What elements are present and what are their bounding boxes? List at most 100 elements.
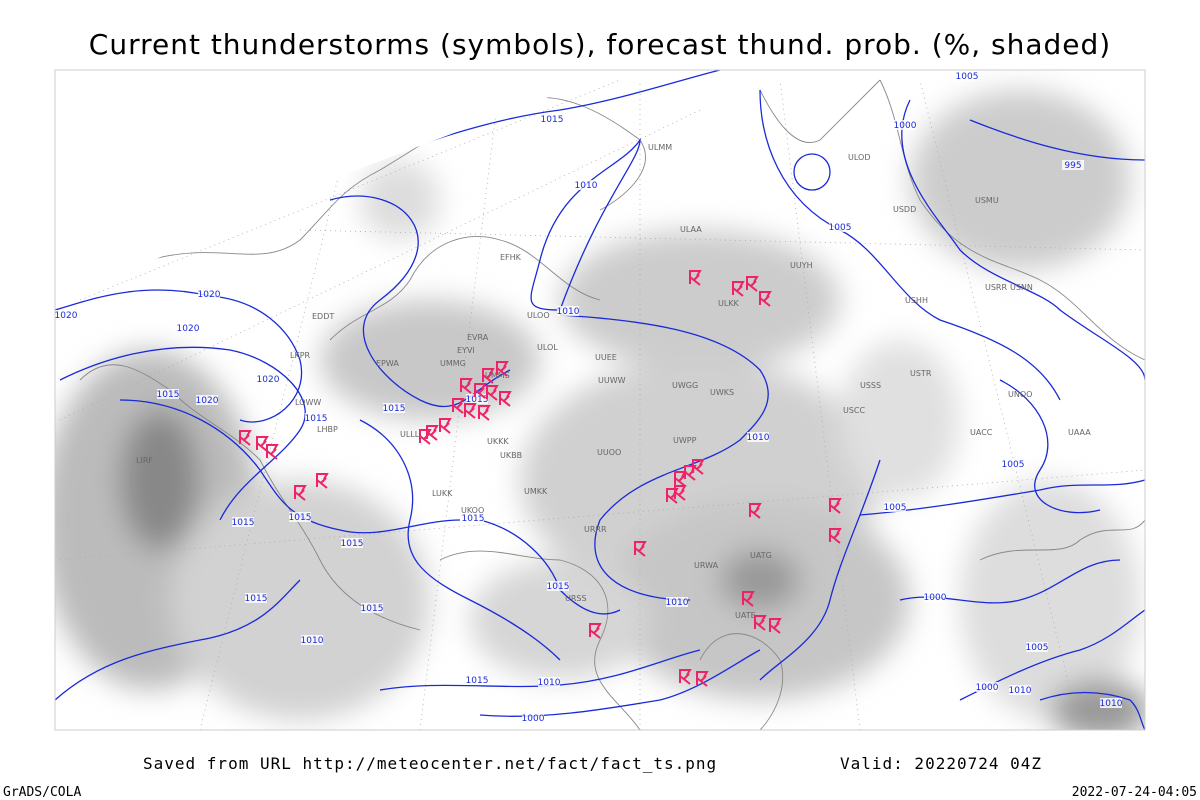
map-area: 1015 1015 1010 1005 1000 995 1005 1020 1020 1020 1…	[55, 70, 1145, 730]
thunderstorm-symbol	[452, 398, 465, 414]
isobar-label: 1020	[177, 324, 200, 334]
isobar-label: 1015	[547, 582, 570, 592]
isobar-label-bg	[1009, 685, 1031, 695]
station-label: LKPR	[290, 351, 311, 360]
station-label: UATE	[735, 611, 756, 620]
isobar-label: 1015	[331, 154, 354, 164]
station-label: UUYH	[790, 261, 813, 270]
isobar-label-bg	[575, 180, 597, 190]
isobar-label: 1015	[245, 594, 268, 604]
station-label: EYVI	[457, 346, 475, 355]
station-label: UKKK	[487, 437, 509, 446]
isobar-label-bg	[301, 635, 323, 645]
isobar-label: 1015	[341, 539, 364, 549]
thunderstorm-symbol	[754, 615, 767, 631]
isobar-label-bg	[157, 389, 179, 399]
station-label: LHBP	[317, 425, 338, 434]
station-label: UACC	[970, 428, 993, 437]
graticule	[55, 79, 1145, 730]
isobar-label: 1020	[196, 396, 219, 406]
isobar-label: 1015	[466, 676, 489, 686]
station-label: UUOO	[597, 448, 621, 457]
station-label: EPWA	[376, 359, 399, 368]
thunderstorm-symbol	[679, 669, 692, 685]
thunderstorm-symbols	[239, 270, 842, 687]
isobar-label: 1005	[956, 72, 979, 82]
isobar-label-bg	[305, 413, 327, 423]
isobar-label: 1015	[289, 513, 312, 523]
station-label: EFHK	[500, 253, 522, 262]
thunderstorm-symbol	[769, 618, 782, 634]
isobar-label-bg	[1026, 642, 1048, 652]
thunderstorm-symbol	[634, 541, 647, 557]
thunderstorm-symbol	[742, 591, 755, 607]
station-label: URWA	[694, 561, 719, 570]
thunderstorm-symbol	[746, 276, 759, 292]
isobar-label: 1020	[198, 290, 221, 300]
isobar-label-bg	[884, 502, 906, 512]
thunderstorm-symbol	[256, 436, 269, 452]
isobar-label-bg	[522, 713, 544, 723]
thunderstorm-symbol	[294, 485, 307, 501]
station-label: UMKK	[524, 487, 548, 496]
thunderstorm-symbol	[696, 671, 709, 687]
isobar-label-bg	[462, 513, 484, 523]
isobar-label-bg	[747, 432, 769, 442]
isobar-label: 1010	[1100, 699, 1123, 709]
thunderstorm-symbol	[439, 418, 452, 434]
isobar-label-bg	[245, 593, 267, 603]
station-label: UAAA	[1068, 428, 1091, 437]
isobar-label: 1005	[884, 503, 907, 513]
station-label: USTR	[910, 369, 932, 378]
isobar-label: 1015	[232, 518, 255, 528]
isobar-label: 1015	[361, 604, 384, 614]
station-label: URSS	[565, 594, 587, 603]
station-label: UMMG	[440, 359, 466, 368]
station-label: EDDT	[312, 312, 334, 321]
station-label: UWGG	[672, 381, 698, 390]
thunderstorm-symbol	[829, 498, 842, 514]
station-label: LUKK	[432, 489, 453, 498]
isobar-label: 1010	[301, 636, 324, 646]
station-label: LOWW	[295, 398, 321, 407]
isobar-label: 1005	[1026, 643, 1049, 653]
isobar-label-bg	[257, 374, 279, 384]
source-url: Saved from URL http://meteocenter.net/fa…	[143, 754, 717, 773]
station-label: USHH	[905, 296, 928, 305]
isobar-label-bg	[55, 310, 77, 320]
station-label: USNN	[1010, 283, 1033, 292]
station-label: UUWW	[598, 376, 626, 385]
probability-shading	[55, 90, 1145, 730]
station-label: ULOO	[527, 311, 550, 320]
isobar-label: 1015	[383, 404, 406, 414]
thunderstorm-symbol	[266, 444, 279, 460]
isobar-label: 1015	[541, 115, 564, 125]
map-labels: 1015 1015 1010 1005 1000 995 1005 1020 1020 1020 1…	[55, 71, 1123, 724]
thunderstorm-symbol	[419, 429, 432, 445]
isobar-label: 1010	[557, 307, 580, 317]
station-label: USSS	[860, 381, 881, 390]
isobar-label: 1000	[894, 121, 917, 131]
isobar-label-bg	[466, 394, 488, 404]
thunderstorm-symbol	[692, 459, 705, 475]
thunderstorm-symbol	[464, 403, 477, 419]
station-label: USDD	[893, 205, 916, 214]
isobar-label: 1000	[976, 683, 999, 693]
isobar-label-bg	[956, 71, 978, 81]
thunderstorm-symbol	[499, 391, 512, 407]
isobar-label-bg	[1002, 459, 1024, 469]
thunderstorm-symbol	[482, 368, 495, 384]
thunderstorm-symbol	[316, 473, 329, 489]
credit: GrADS/COLA	[3, 785, 81, 800]
thunderstorm-symbol	[759, 291, 772, 307]
isobar-label-bg	[538, 677, 560, 687]
thunderstorm-symbol	[674, 485, 687, 501]
isobar-label: 1015	[466, 395, 489, 405]
isobar-label: 1010	[1009, 686, 1032, 696]
station-label: UKOO	[461, 506, 484, 515]
station-label: ULOD	[848, 153, 870, 162]
thunderstorm-symbol	[749, 503, 762, 519]
station-label: ULAA	[680, 225, 702, 234]
isobar-label: 1000	[522, 714, 545, 724]
